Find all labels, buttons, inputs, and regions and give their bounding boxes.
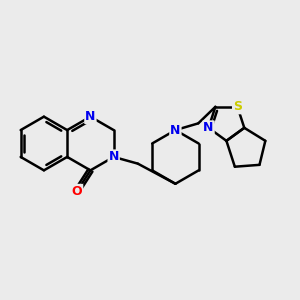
Text: N: N xyxy=(109,150,119,164)
Text: S: S xyxy=(233,100,242,113)
Text: N: N xyxy=(85,110,96,123)
Text: N: N xyxy=(203,121,214,134)
Text: N: N xyxy=(170,124,181,136)
Text: O: O xyxy=(72,185,82,198)
